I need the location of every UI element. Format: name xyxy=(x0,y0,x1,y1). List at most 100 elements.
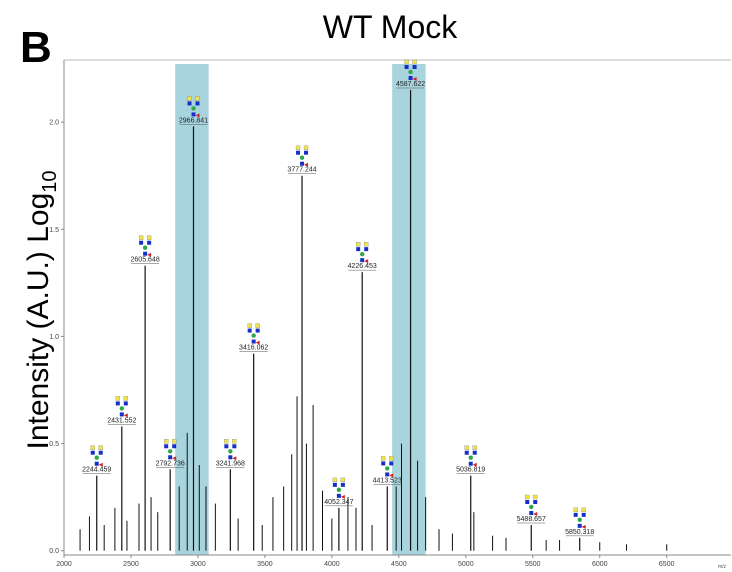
glycan-icon xyxy=(404,59,417,81)
glycan-glcnac xyxy=(525,500,530,504)
glycan-glcnac xyxy=(296,150,301,155)
x-tick-label: 4000 xyxy=(324,561,340,568)
peak-label: 3416.062 xyxy=(239,345,268,352)
glycan-gal xyxy=(247,323,252,328)
glycan-glcnac xyxy=(364,247,369,252)
glycan-man xyxy=(251,333,256,338)
glycan-glcnac xyxy=(389,461,394,466)
y-label-main: Intensity (A.U.) Log xyxy=(22,193,55,450)
glycan-fuc xyxy=(389,473,394,478)
glycan-glcnac xyxy=(581,512,586,517)
panel-label: B xyxy=(20,23,52,72)
glycan-gal xyxy=(533,494,538,500)
glycan-icon xyxy=(525,494,538,516)
peak-label: 2966.841 xyxy=(179,117,208,124)
glycan-glcnac xyxy=(381,461,386,466)
glycan-glcnac xyxy=(533,500,538,504)
glycan-gal xyxy=(195,96,200,101)
glycan-gal xyxy=(581,507,586,513)
glycan-gal xyxy=(389,456,394,461)
glycan-gal xyxy=(332,477,338,483)
x-tick-label: 2500 xyxy=(123,561,139,568)
peak-label: 5850.318 xyxy=(565,529,594,536)
glycan-fuc xyxy=(195,113,200,118)
glycan-core xyxy=(191,112,196,117)
glycan-icon xyxy=(187,96,200,118)
y-axis-label: Intensity (A.U.) Log10 xyxy=(22,170,61,449)
glycan-fuc xyxy=(147,252,152,257)
glycan-icon xyxy=(164,439,177,461)
chart-title: WT Mock xyxy=(323,9,459,45)
y-tick-label: 2.0 xyxy=(49,120,59,127)
glycan-glcnac xyxy=(464,450,469,455)
glycan-gal xyxy=(187,96,192,101)
y-tick-label: 1.5 xyxy=(49,227,59,234)
glycan-man xyxy=(408,69,413,75)
glycan-gal xyxy=(146,235,152,240)
glycan-gal xyxy=(255,323,260,328)
glycan-core xyxy=(119,412,124,417)
glycan-man xyxy=(299,155,305,160)
y-tick-label: 0.5 xyxy=(49,441,59,448)
glycan-glcnac xyxy=(404,65,409,69)
glycan-fuc xyxy=(581,524,586,529)
glycan-glcnac xyxy=(172,444,177,449)
peak-label: 2431.552 xyxy=(107,417,136,424)
glycan-gal xyxy=(404,59,409,65)
glycan-icon xyxy=(464,445,477,467)
glycan-icon xyxy=(247,323,260,345)
y-label-sub: 10 xyxy=(39,170,61,192)
glycan-core xyxy=(143,251,148,256)
glycan-glcnac xyxy=(232,444,237,449)
highlight-band xyxy=(175,64,209,555)
glycan-gal xyxy=(138,235,144,240)
glycan-gal xyxy=(412,59,417,65)
glycan-glcnac xyxy=(164,444,169,449)
x-tick-label: 5000 xyxy=(458,561,474,568)
glycan-glcnac xyxy=(356,247,361,252)
glycan-gal xyxy=(356,241,361,247)
glycan-core xyxy=(529,511,534,515)
glycan-glcnac xyxy=(98,450,103,455)
glycan-gal xyxy=(525,494,530,500)
glycan-gal xyxy=(340,477,346,483)
glycan-gal xyxy=(381,456,386,461)
glycan-icon xyxy=(295,145,309,167)
glycan-icon xyxy=(224,439,237,461)
glycan-gal xyxy=(98,445,103,450)
glycan-gal xyxy=(232,439,237,444)
peak-label: 4226.453 xyxy=(348,263,377,270)
x-tick-label: 6500 xyxy=(659,561,675,568)
glycan-core xyxy=(168,455,173,460)
glycan-man xyxy=(468,455,473,460)
peak-label: 2792.736 xyxy=(156,460,185,467)
peak-label: 2605.648 xyxy=(131,257,160,264)
peak-label: 2244.459 xyxy=(82,467,111,474)
glycan-glcnac xyxy=(187,101,192,106)
x-tick-label: 5500 xyxy=(525,561,541,568)
glycan-gal xyxy=(164,439,169,444)
peak-label: 4413.523 xyxy=(373,477,402,484)
glycan-glcnac xyxy=(472,450,477,455)
glycan-core xyxy=(251,339,256,344)
glycan-glcnac xyxy=(195,101,200,106)
peak-label: 3241.968 xyxy=(216,460,245,467)
glycan-gal xyxy=(172,439,177,444)
glycan-gal xyxy=(464,445,469,450)
peak-label: 5488.657 xyxy=(517,516,546,523)
glycan-gal xyxy=(472,445,477,450)
glycan-fuc xyxy=(232,456,237,461)
glycan-glcnac xyxy=(139,240,144,245)
glycan-fuc xyxy=(340,494,345,499)
glycan-man xyxy=(529,504,534,510)
glycan-fuc xyxy=(98,462,103,467)
glycan-glcnac xyxy=(147,240,152,245)
glycan-man xyxy=(142,245,148,250)
glycan-core xyxy=(360,258,365,263)
glycan-gal xyxy=(90,445,95,450)
glycan-core xyxy=(94,461,99,466)
glycan-fuc xyxy=(472,462,477,467)
glycan-fuc xyxy=(123,413,128,418)
glycan-core xyxy=(468,461,473,466)
glycan-man xyxy=(119,406,125,411)
